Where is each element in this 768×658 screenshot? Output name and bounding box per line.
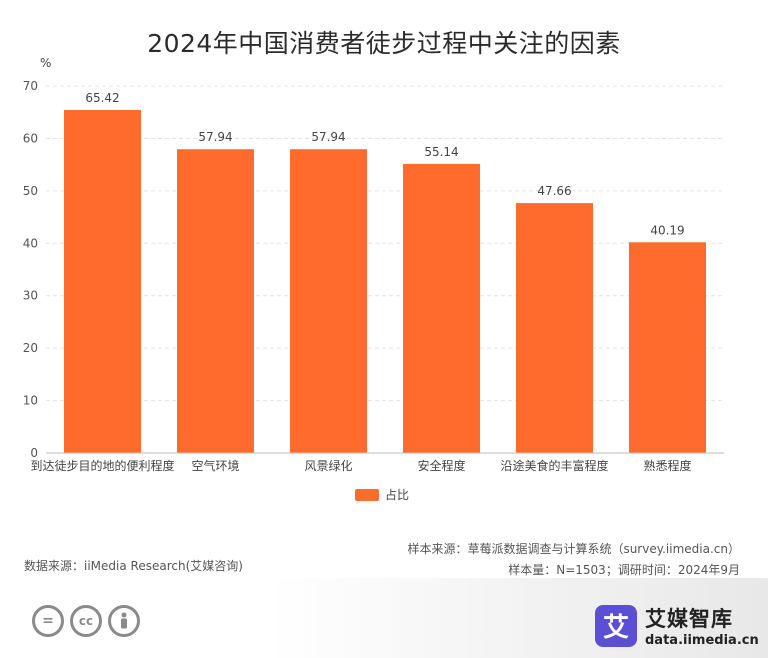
legend: 占比 [355, 486, 409, 503]
source-info-right: 样本来源：草莓派数据调查与计算系统（survey.iimedia.cn） 样本量… [407, 539, 740, 581]
data-source: 数据来源：iiMedia Research(艾媒咨询) [24, 559, 243, 573]
data-label: 47.66 [537, 184, 571, 198]
bar [516, 203, 593, 453]
person-icon [108, 605, 140, 637]
x-tick-label: 安全程度 [417, 458, 465, 473]
bar-chart: % 0 10 20 30 40 50 60 70 65.42 57.94 57.94 55.14 47… [23, 56, 724, 473]
brand-name: 艾媒智库 [645, 607, 733, 631]
x-tick-label: 风景绿化 [304, 458, 352, 473]
sample-info: 样本量：N=1503；调研时间：2024年9月 [508, 563, 740, 577]
legend-swatch [355, 488, 379, 501]
x-tick-label: 熟悉程度 [643, 458, 691, 473]
y-tick-label: 0 [30, 446, 38, 460]
bar [64, 110, 141, 454]
sample-source: 样本来源：草莓派数据调查与计算系统（survey.iimedia.cn） [407, 542, 740, 556]
y-tick-label: 60 [23, 131, 38, 145]
y-tick-label: 30 [23, 289, 38, 303]
equals-icon: = [32, 605, 64, 637]
cc-icon: cc [70, 605, 102, 637]
y-axis-unit: % [40, 56, 51, 70]
brand: 艾 艾媒智库 data.iimedia.cn [595, 603, 759, 648]
bar [290, 149, 367, 453]
y-tick-label: 50 [23, 184, 38, 198]
y-tick-label: 40 [23, 236, 38, 250]
data-label: 57.94 [198, 130, 232, 144]
brand-logo-icon: 艾 [595, 604, 637, 647]
bar [177, 149, 254, 453]
bars [64, 110, 706, 454]
data-labels: 65.42 57.94 57.94 55.14 47.66 40.19 [85, 91, 684, 237]
x-tick-label: 到达徒步目的地的便利程度 [30, 458, 174, 473]
y-tick-label: 10 [23, 394, 38, 408]
grid-lines [46, 85, 724, 402]
bar [629, 242, 706, 453]
brand-url: data.iimedia.cn [645, 633, 759, 648]
chart-title: 2024年中国消费者徒步过程中关注的因素 [147, 29, 621, 58]
legend-label: 占比 [385, 488, 410, 502]
data-label: 55.14 [424, 145, 458, 159]
y-tick-label: 70 [23, 79, 38, 93]
data-label: 57.94 [311, 130, 345, 144]
x-axis-ticks: 到达徒步目的地的便利程度 空气环境 风景绿化 安全程度 沿途美食的丰富程度 熟悉程度 [30, 458, 691, 473]
bar [403, 163, 480, 453]
y-tick-label: 20 [23, 341, 38, 355]
x-tick-label: 沿途美食的丰富程度 [500, 458, 608, 473]
x-tick-label: 空气环境 [191, 458, 239, 473]
data-label: 65.42 [85, 91, 119, 105]
data-label: 40.19 [650, 223, 684, 237]
y-axis-ticks: 0 10 20 30 40 50 60 70 [23, 79, 38, 460]
license-icons: = cc [32, 605, 140, 637]
